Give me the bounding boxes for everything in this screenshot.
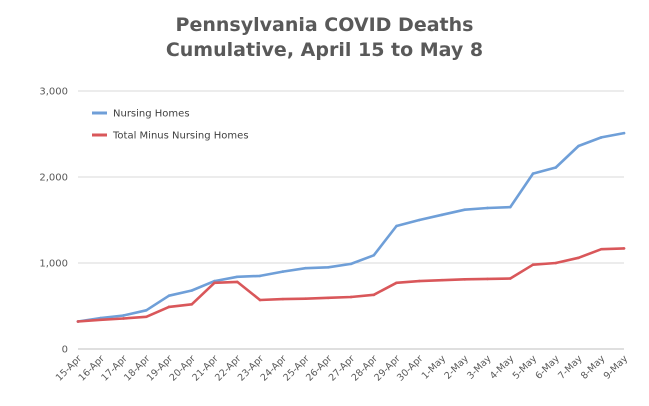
data-point bbox=[577, 144, 580, 148]
y-tick-label: 1,000 bbox=[39, 259, 68, 270]
data-point bbox=[304, 266, 307, 270]
data-point bbox=[531, 263, 535, 267]
x-tick-label: 2-May bbox=[442, 353, 471, 382]
data-point bbox=[417, 279, 421, 283]
legend-label: Total Minus Nursing Homes bbox=[112, 131, 249, 142]
series-line bbox=[76, 131, 626, 323]
y-tick-label: 2,000 bbox=[39, 173, 68, 184]
data-point bbox=[372, 293, 376, 297]
data-point bbox=[326, 296, 330, 300]
data-point bbox=[235, 280, 239, 284]
data-point bbox=[235, 275, 239, 279]
data-point bbox=[349, 262, 353, 266]
data-point bbox=[76, 320, 80, 323]
data-point bbox=[417, 218, 421, 222]
data-point bbox=[508, 277, 512, 280]
data-point bbox=[554, 261, 558, 265]
data-point bbox=[486, 206, 489, 210]
data-point bbox=[122, 314, 125, 317]
data-point bbox=[577, 256, 580, 260]
data-point bbox=[326, 266, 330, 269]
data-point bbox=[463, 278, 467, 281]
data-point bbox=[622, 247, 626, 250]
legend-label: Nursing Homes bbox=[113, 109, 190, 120]
x-tick-label: 6-May bbox=[533, 353, 562, 382]
data-point bbox=[167, 294, 171, 297]
data-point bbox=[440, 278, 444, 282]
data-point bbox=[281, 297, 285, 301]
data-point bbox=[599, 136, 603, 139]
chart-subtitle: Cumulative, April 15 to May 8 bbox=[165, 39, 484, 61]
data-point bbox=[122, 317, 125, 320]
data-point bbox=[508, 205, 512, 209]
data-point bbox=[190, 302, 194, 306]
data-point bbox=[531, 172, 535, 175]
y-tick-label: 0 bbox=[62, 345, 68, 356]
data-point bbox=[349, 295, 353, 299]
data-point bbox=[440, 213, 444, 217]
data-point bbox=[190, 289, 194, 292]
x-tick-label: 9-May bbox=[602, 353, 631, 382]
data-point bbox=[486, 277, 489, 281]
series-line bbox=[76, 247, 626, 323]
x-tick-label: 1-May bbox=[420, 353, 449, 382]
data-point bbox=[281, 270, 285, 273]
data-point bbox=[258, 274, 262, 278]
x-tick-label: 30-Apr bbox=[395, 353, 425, 383]
x-tick-label: 4-May bbox=[488, 353, 517, 382]
x-tick-label: 5-May bbox=[511, 353, 540, 382]
data-point bbox=[167, 305, 171, 309]
data-point bbox=[258, 298, 262, 302]
data-point bbox=[144, 309, 148, 312]
data-point bbox=[463, 208, 467, 211]
data-point bbox=[304, 297, 307, 300]
data-point bbox=[213, 281, 216, 285]
data-point bbox=[395, 281, 398, 285]
x-tick-label: 7-May bbox=[556, 353, 585, 382]
data-point bbox=[99, 318, 103, 322]
x-tick-label: 8-May bbox=[579, 353, 608, 382]
data-point bbox=[372, 253, 376, 257]
x-tick-label: 3-May bbox=[465, 353, 494, 382]
data-point bbox=[554, 166, 558, 169]
data-point bbox=[622, 131, 626, 135]
y-tick-label: 3,000 bbox=[39, 87, 68, 98]
chart-title: Pennsylvania COVID Deaths bbox=[175, 14, 474, 36]
data-point bbox=[599, 247, 603, 251]
data-point bbox=[395, 224, 398, 228]
data-point bbox=[144, 315, 148, 319]
